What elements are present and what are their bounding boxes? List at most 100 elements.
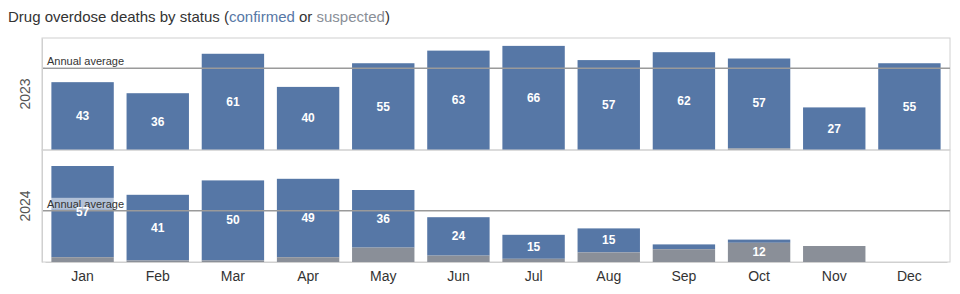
x-tick: Feb [146, 262, 170, 284]
bar [502, 235, 564, 259]
data-label: 57 [752, 96, 766, 110]
data-label: 36 [151, 115, 165, 129]
y-axis [42, 39, 43, 151]
bar [51, 257, 113, 262]
plot-frame [42, 38, 950, 150]
data-label: 61 [226, 95, 240, 109]
x-tick-label: Jan [71, 268, 94, 284]
data-label: 66 [527, 91, 541, 105]
chart: Drug overdose deaths by status (confirme… [0, 0, 960, 294]
y-axis-line [42, 39, 43, 151]
bars [51, 166, 865, 262]
bar [653, 249, 715, 262]
bar [127, 195, 189, 261]
bar [352, 248, 414, 262]
title-part: Drug overdose deaths by status ( [8, 8, 229, 25]
x-tick: Oct [748, 262, 770, 284]
average-line [42, 210, 950, 212]
y-label: 2023 [17, 78, 33, 109]
x-tick: Dec [897, 262, 922, 284]
bar [578, 60, 640, 150]
bar [277, 87, 339, 150]
x-tick: Jul [525, 262, 543, 284]
title-part: ) [385, 8, 390, 25]
bar [878, 63, 940, 150]
x-tick: Aug [596, 262, 621, 284]
x-axis-line [46, 262, 948, 263]
data-label: 49 [301, 211, 315, 225]
data-label: 55 [377, 100, 391, 114]
data-label: 15 [527, 240, 541, 254]
data-label: 43 [76, 109, 90, 123]
bar [427, 51, 489, 150]
bar [127, 93, 189, 150]
bar [427, 217, 489, 255]
data-label: 41 [151, 221, 165, 235]
data-label: 24 [452, 229, 466, 243]
data-label: 63 [452, 93, 466, 107]
bar [202, 260, 264, 262]
data-label: 62 [677, 94, 691, 108]
title-part: suspected [317, 8, 385, 25]
bar [202, 180, 264, 260]
y-axis [42, 151, 43, 263]
bar [578, 252, 640, 262]
x-tick-label: Dec [897, 268, 922, 284]
bar [803, 246, 865, 262]
data-label: 40 [301, 111, 315, 125]
y-label: 2024 [17, 190, 33, 221]
data-label: 50 [226, 213, 240, 227]
y-axis-line [42, 151, 43, 263]
bar [127, 260, 189, 262]
x-tick-label: Oct [748, 268, 770, 284]
bar [728, 59, 790, 149]
x-tick-label: Jun [447, 268, 470, 284]
average-label: Annual average [47, 55, 124, 67]
bar [578, 228, 640, 252]
x-tick-label: Sep [671, 268, 696, 284]
x-tick: Mar [221, 262, 245, 284]
data-label: 36 [377, 212, 391, 226]
x-tick-label: Apr [297, 268, 319, 284]
bar [653, 244, 715, 249]
panel: Annual average 43 36 61 40 55 63 66 57 62 57 27 55 20… [17, 38, 950, 151]
x-tick: Jun [447, 262, 470, 284]
data-labels: 57 41 50 49 36 24 15 15 12 [76, 205, 766, 260]
bar [653, 52, 715, 150]
title-part: confirmed [229, 8, 295, 25]
x-tick: May [370, 262, 396, 284]
plot-frame [42, 150, 950, 262]
x-tick-label: Aug [596, 268, 621, 284]
x-axis: Jan Feb Mar Apr May Jun Jul Aug Sep Oct Nov Dec [46, 262, 948, 284]
bar [728, 243, 790, 262]
data-labels: 43 36 61 40 55 63 66 57 62 57 27 55 [76, 91, 917, 136]
data-label: 15 [602, 233, 616, 247]
x-tick-label: Jul [525, 268, 543, 284]
bar [502, 259, 564, 262]
x-tick: Jan [71, 262, 94, 284]
bar [352, 63, 414, 150]
title: Drug overdose deaths by status (confirme… [8, 8, 390, 25]
bar [803, 107, 865, 150]
data-label: 27 [828, 122, 842, 136]
data-label: 57 [76, 205, 90, 219]
panel: Annual average5741504936241515122024JanF… [17, 150, 950, 284]
data-label: 55 [903, 100, 917, 114]
average-label-bg [45, 55, 126, 67]
bar [728, 240, 790, 243]
data-label: 57 [602, 98, 616, 112]
x-tick: Sep [671, 262, 696, 284]
x-tick-label: May [370, 268, 396, 284]
data-label: 12 [752, 245, 766, 259]
x-tick: Apr [297, 262, 319, 284]
x-tick-label: Nov [822, 268, 847, 284]
bar [277, 257, 339, 262]
bar [502, 46, 564, 150]
x-tick-label: Mar [221, 268, 245, 284]
bar [51, 82, 113, 150]
bars [51, 46, 940, 150]
bar [51, 166, 113, 257]
x-tick: Nov [822, 262, 847, 284]
title-part: or [295, 8, 317, 25]
bar [427, 256, 489, 262]
